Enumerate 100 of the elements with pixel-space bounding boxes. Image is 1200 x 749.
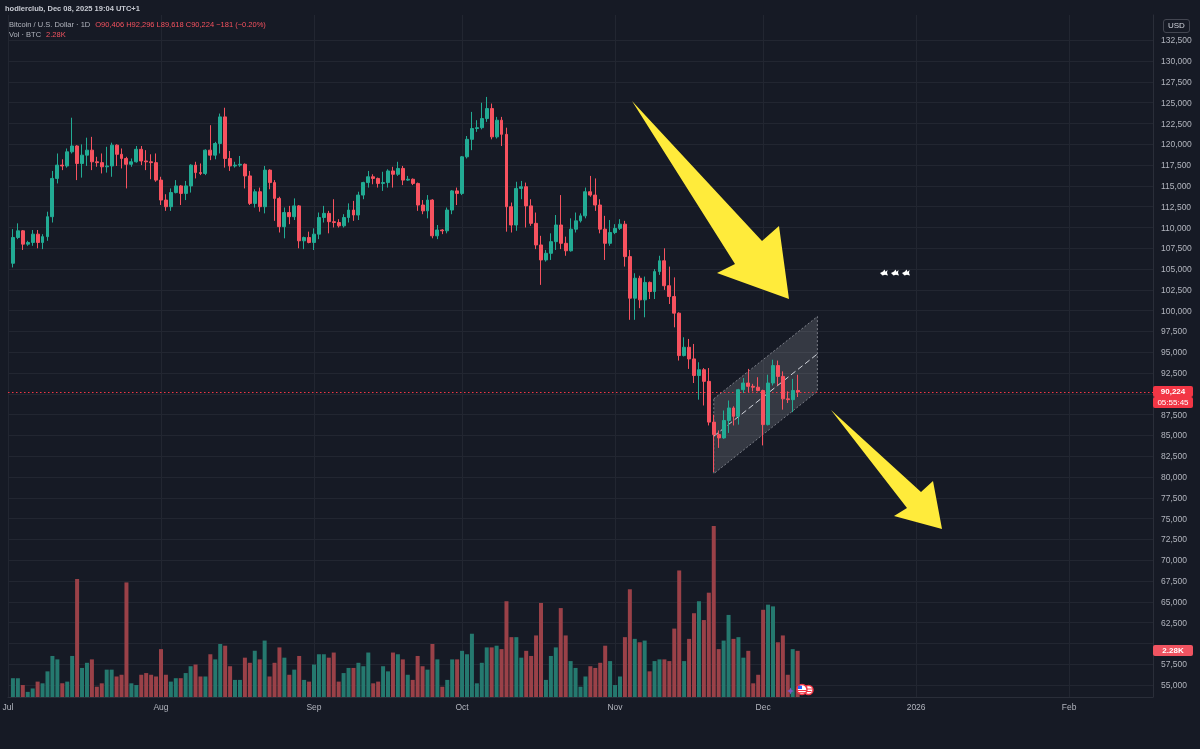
bar <box>173 678 178 697</box>
y-tick-label: 65,000 <box>1161 596 1188 607</box>
x-tick-label: 2026 <box>906 701 926 712</box>
bar <box>662 659 667 697</box>
bar <box>99 683 104 697</box>
bar <box>371 683 376 697</box>
bar <box>233 679 238 697</box>
bar <box>647 671 652 697</box>
candlestick <box>697 361 701 401</box>
y-tick-label: 62,500 <box>1161 617 1188 628</box>
bar <box>292 669 297 697</box>
y-tick-label: 130,000 <box>1161 56 1192 67</box>
y-tick-label: 100,000 <box>1161 305 1192 316</box>
y-tick-label: 75,000 <box>1161 513 1188 524</box>
candlestick <box>41 233 44 250</box>
candlestick <box>297 204 301 249</box>
bar <box>237 679 242 697</box>
y-tick-label: 97,500 <box>1161 326 1188 337</box>
bar <box>430 643 435 697</box>
x-tick-label: Feb <box>1061 701 1077 712</box>
y-tick-label: 120,000 <box>1161 139 1192 150</box>
y-tick-label: 82,500 <box>1161 451 1188 462</box>
y-tick-label: 112,500 <box>1161 201 1192 212</box>
candlestick <box>658 255 661 276</box>
bar <box>321 654 326 697</box>
x-tick-label: Aug <box>153 701 169 712</box>
x-tick-label: Dec <box>755 701 772 712</box>
y-tick-label: 125,000 <box>1161 97 1192 108</box>
candlestick <box>292 197 296 221</box>
candlestick <box>203 148 207 176</box>
bar <box>435 659 440 697</box>
bar <box>30 688 35 697</box>
bar <box>405 674 410 697</box>
y-tick-label: 110,000 <box>1161 222 1192 233</box>
candlestick <box>638 275 642 309</box>
y-tick-label: 122,500 <box>1161 118 1192 129</box>
candlestick <box>648 281 652 300</box>
bar <box>223 645 228 697</box>
candlestick <box>455 187 459 206</box>
bar <box>731 638 736 697</box>
bar <box>60 683 65 697</box>
bar <box>351 667 356 697</box>
candlestick <box>263 165 267 214</box>
bar <box>297 655 302 697</box>
y-tick-label: 67,500 <box>1161 575 1188 586</box>
candlestick <box>500 116 503 147</box>
bar <box>642 640 647 697</box>
candlestick <box>21 229 25 251</box>
bar <box>109 669 114 697</box>
bar <box>262 640 267 697</box>
bar <box>188 666 193 697</box>
bar <box>124 582 129 697</box>
bar <box>390 652 395 697</box>
bar <box>652 661 657 697</box>
y-tick-label: 115,000 <box>1161 180 1192 191</box>
candlestick <box>583 187 587 219</box>
y-tick-label: 105,000 <box>1161 264 1192 275</box>
y-tick-label: 80,000 <box>1161 472 1188 483</box>
bar <box>460 650 465 697</box>
y-tick-label: 85,000 <box>1161 430 1188 441</box>
candlestick <box>435 224 439 240</box>
bar <box>583 676 588 697</box>
bar <box>770 606 775 697</box>
candlestick <box>653 268 656 300</box>
candlestick <box>440 228 444 235</box>
bar <box>588 666 593 697</box>
text: 2.28K <box>1153 644 1193 656</box>
x-tick-label: Sep <box>306 701 322 712</box>
bar <box>20 685 25 697</box>
bar <box>381 666 386 697</box>
text: 05:55:45 <box>1153 396 1193 408</box>
bar <box>746 650 751 697</box>
candlestick <box>199 162 202 176</box>
candlestick <box>791 378 795 413</box>
candlestick <box>732 405 735 426</box>
y-tick-label: 92,500 <box>1161 368 1188 379</box>
y-tick-label: 95,000 <box>1161 347 1188 358</box>
y-tick-label: 72,500 <box>1161 534 1188 545</box>
bar <box>696 601 701 697</box>
x-tick-label: Jul <box>2 701 14 712</box>
bar <box>617 676 622 697</box>
candlestick <box>36 229 40 249</box>
y-tick-label: 55,000 <box>1161 679 1188 690</box>
bar <box>627 589 632 697</box>
candlestick <box>179 184 183 206</box>
bar <box>632 638 637 697</box>
bar <box>129 683 134 697</box>
bar <box>657 659 662 697</box>
bar <box>400 659 405 697</box>
bar <box>637 642 642 697</box>
candlestick <box>682 336 686 357</box>
candlestick <box>643 276 647 318</box>
bar <box>455 659 460 697</box>
bar <box>484 647 489 697</box>
candlestick <box>287 205 291 225</box>
y-tick-label: 107,500 <box>1161 243 1192 254</box>
candlestick <box>406 175 410 182</box>
bar <box>395 654 400 697</box>
y-tick-label: 77,500 <box>1161 492 1188 503</box>
bar <box>302 679 307 697</box>
